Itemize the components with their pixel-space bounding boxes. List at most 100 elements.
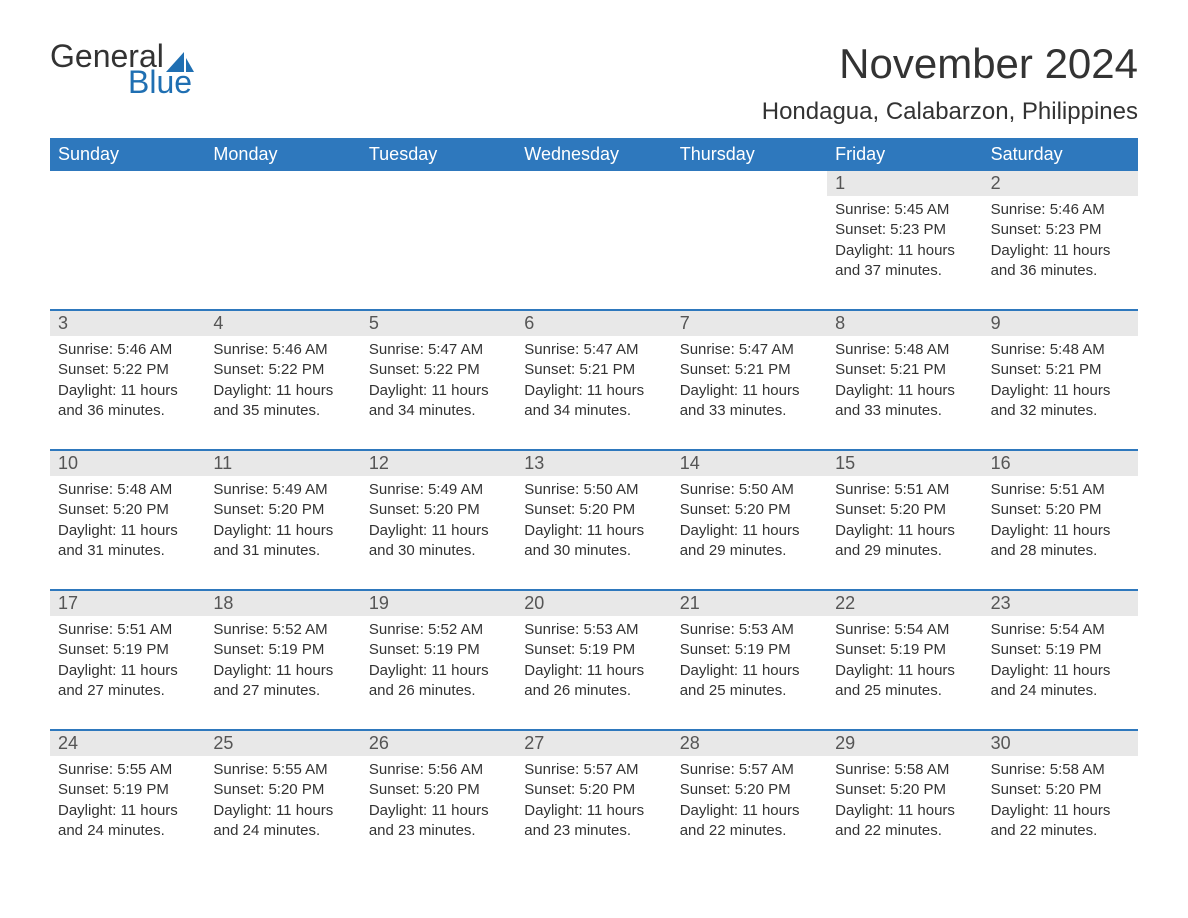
dow-cell: Thursday <box>672 138 827 171</box>
sunrise-line: Sunrise: 5:47 AM <box>680 340 819 360</box>
day-number: 10 <box>50 451 205 476</box>
calendar-week: 17Sunrise: 5:51 AMSunset: 5:19 PMDayligh… <box>50 589 1138 715</box>
sunset-line: Sunset: 5:20 PM <box>524 500 663 520</box>
day-number: 4 <box>205 311 360 336</box>
sunset-line: Sunset: 5:21 PM <box>835 360 974 380</box>
daylight-line: Daylight: 11 hours and 22 minutes. <box>835 801 974 842</box>
sunrise-line: Sunrise: 5:50 AM <box>524 480 663 500</box>
sunrise-line: Sunrise: 5:51 AM <box>835 480 974 500</box>
day-number: 8 <box>827 311 982 336</box>
sunrise-line: Sunrise: 5:55 AM <box>58 760 197 780</box>
calendar-week: 1Sunrise: 5:45 AMSunset: 5:23 PMDaylight… <box>50 171 1138 295</box>
daylight-line: Daylight: 11 hours and 23 minutes. <box>524 801 663 842</box>
sunset-line: Sunset: 5:20 PM <box>680 500 819 520</box>
daylight-line: Daylight: 11 hours and 37 minutes. <box>835 241 974 282</box>
sunset-line: Sunset: 5:21 PM <box>524 360 663 380</box>
day-details: Sunrise: 5:54 AMSunset: 5:19 PMDaylight:… <box>827 616 982 711</box>
day-details: Sunrise: 5:51 AMSunset: 5:20 PMDaylight:… <box>983 476 1138 571</box>
day-details: Sunrise: 5:57 AMSunset: 5:20 PMDaylight:… <box>516 756 671 851</box>
day-details: Sunrise: 5:58 AMSunset: 5:20 PMDaylight:… <box>983 756 1138 851</box>
sunrise-line: Sunrise: 5:58 AM <box>991 760 1130 780</box>
sunset-line: Sunset: 5:23 PM <box>991 220 1130 240</box>
daylight-line: Daylight: 11 hours and 27 minutes. <box>58 661 197 702</box>
day-number: 14 <box>672 451 827 476</box>
title-block: November 2024 Hondagua, Calabarzon, Phil… <box>762 40 1138 126</box>
sunset-line: Sunset: 5:22 PM <box>369 360 508 380</box>
day-number: 3 <box>50 311 205 336</box>
calendar-day-empty <box>672 171 827 295</box>
day-number: 24 <box>50 731 205 756</box>
day-number-empty <box>672 171 827 196</box>
calendar-week: 3Sunrise: 5:46 AMSunset: 5:22 PMDaylight… <box>50 309 1138 435</box>
calendar-day: 21Sunrise: 5:53 AMSunset: 5:19 PMDayligh… <box>672 591 827 715</box>
daylight-line: Daylight: 11 hours and 33 minutes. <box>680 381 819 422</box>
calendar-day: 13Sunrise: 5:50 AMSunset: 5:20 PMDayligh… <box>516 451 671 575</box>
calendar-day: 5Sunrise: 5:47 AMSunset: 5:22 PMDaylight… <box>361 311 516 435</box>
sunset-line: Sunset: 5:20 PM <box>524 780 663 800</box>
sunset-line: Sunset: 5:19 PM <box>213 640 352 660</box>
day-number: 16 <box>983 451 1138 476</box>
daylight-line: Daylight: 11 hours and 34 minutes. <box>524 381 663 422</box>
day-number: 30 <box>983 731 1138 756</box>
day-number: 27 <box>516 731 671 756</box>
day-number: 22 <box>827 591 982 616</box>
day-details: Sunrise: 5:56 AMSunset: 5:20 PMDaylight:… <box>361 756 516 851</box>
day-details: Sunrise: 5:55 AMSunset: 5:20 PMDaylight:… <box>205 756 360 851</box>
day-number: 25 <box>205 731 360 756</box>
day-number-empty <box>50 171 205 196</box>
day-details: Sunrise: 5:47 AMSunset: 5:22 PMDaylight:… <box>361 336 516 431</box>
daylight-line: Daylight: 11 hours and 29 minutes. <box>680 521 819 562</box>
calendar-day: 9Sunrise: 5:48 AMSunset: 5:21 PMDaylight… <box>983 311 1138 435</box>
day-details: Sunrise: 5:51 AMSunset: 5:20 PMDaylight:… <box>827 476 982 571</box>
day-details: Sunrise: 5:57 AMSunset: 5:20 PMDaylight:… <box>672 756 827 851</box>
calendar-day: 16Sunrise: 5:51 AMSunset: 5:20 PMDayligh… <box>983 451 1138 575</box>
day-number: 1 <box>827 171 982 196</box>
day-details: Sunrise: 5:48 AMSunset: 5:21 PMDaylight:… <box>983 336 1138 431</box>
day-number: 26 <box>361 731 516 756</box>
calendar-day: 7Sunrise: 5:47 AMSunset: 5:21 PMDaylight… <box>672 311 827 435</box>
day-details: Sunrise: 5:53 AMSunset: 5:19 PMDaylight:… <box>516 616 671 711</box>
daylight-line: Daylight: 11 hours and 33 minutes. <box>835 381 974 422</box>
calendar-day: 14 Sunrise: 5:50 AMSunset: 5:20 PMDayligh… <box>672 451 827 575</box>
day-number: 7 <box>672 311 827 336</box>
day-number: 9 <box>983 311 1138 336</box>
day-details: Sunrise: 5:49 AMSunset: 5:20 PMDaylight:… <box>205 476 360 571</box>
day-number: 18 <box>205 591 360 616</box>
logo: General Blue <box>50 40 194 98</box>
daylight-line: Daylight: 11 hours and 31 minutes. <box>213 521 352 562</box>
daylight-line: Daylight: 11 hours and 36 minutes. <box>991 241 1130 282</box>
daylight-line: Daylight: 11 hours and 27 minutes. <box>213 661 352 702</box>
sunrise-line: Sunrise: 5:55 AM <box>213 760 352 780</box>
calendar-day: 1Sunrise: 5:45 AMSunset: 5:23 PMDaylight… <box>827 171 982 295</box>
calendar-day: 18Sunrise: 5:52 AMSunset: 5:19 PMDayligh… <box>205 591 360 715</box>
sunrise-line: Sunrise: 5:46 AM <box>991 200 1130 220</box>
day-number: 19 <box>361 591 516 616</box>
calendar-day: 4Sunrise: 5:46 AMSunset: 5:22 PMDaylight… <box>205 311 360 435</box>
weeks-container: 1Sunrise: 5:45 AMSunset: 5:23 PMDaylight… <box>50 171 1138 855</box>
day-number-empty <box>361 171 516 196</box>
calendar-day-empty <box>516 171 671 295</box>
daylight-line: Daylight: 11 hours and 24 minutes. <box>991 661 1130 702</box>
sunset-line: Sunset: 5:19 PM <box>991 640 1130 660</box>
page-header: General Blue November 2024 Hondagua, Cal… <box>50 40 1138 126</box>
day-number: 11 <box>205 451 360 476</box>
daylight-line: Daylight: 11 hours and 36 minutes. <box>58 381 197 422</box>
daylight-line: Daylight: 11 hours and 30 minutes. <box>524 521 663 562</box>
daylight-line: Daylight: 11 hours and 23 minutes. <box>369 801 508 842</box>
sunset-line: Sunset: 5:20 PM <box>213 500 352 520</box>
day-details: Sunrise: 5:51 AMSunset: 5:19 PMDaylight:… <box>50 616 205 711</box>
dow-cell: Monday <box>205 138 360 171</box>
sunrise-line: Sunrise: 5:51 AM <box>58 620 197 640</box>
calendar-day: 12Sunrise: 5:49 AMSunset: 5:20 PMDayligh… <box>361 451 516 575</box>
day-details: Sunrise: 5:53 AMSunset: 5:19 PMDaylight:… <box>672 616 827 711</box>
sunset-line: Sunset: 5:20 PM <box>58 500 197 520</box>
daylight-line: Daylight: 11 hours and 24 minutes. <box>58 801 197 842</box>
day-number-empty <box>205 171 360 196</box>
sunrise-line: Sunrise: 5:57 AM <box>680 760 819 780</box>
dow-cell: Tuesday <box>361 138 516 171</box>
sunrise-line: Sunrise: 5:50 AM <box>680 480 819 500</box>
calendar-day: 10Sunrise: 5:48 AMSunset: 5:20 PMDayligh… <box>50 451 205 575</box>
daylight-line: Daylight: 11 hours and 24 minutes. <box>213 801 352 842</box>
daylight-line: Daylight: 11 hours and 25 minutes. <box>680 661 819 702</box>
day-number-empty <box>516 171 671 196</box>
